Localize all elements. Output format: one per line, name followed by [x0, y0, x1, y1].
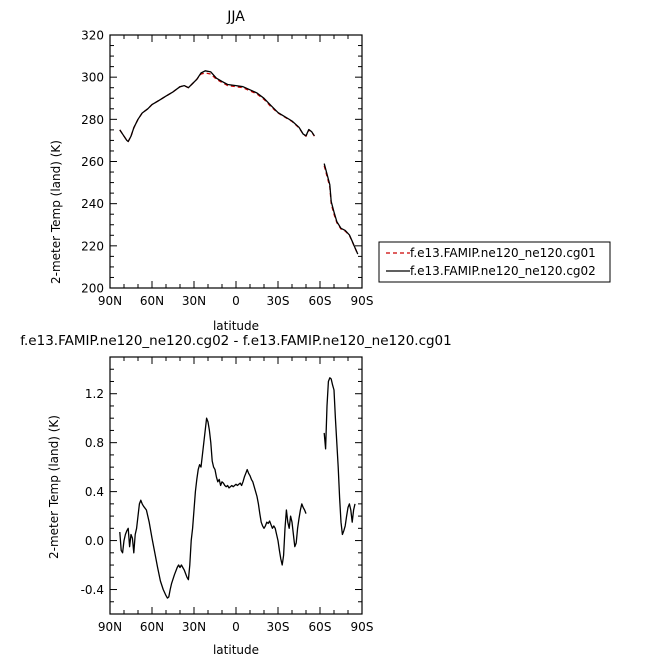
top-y-axis-label: 2-meter Temp (land) (K) — [49, 140, 63, 284]
top-axis-ticks: 90N 60N 30N 0 30S 60S 90S 200 220 240 260 280 300 320 — [81, 29, 373, 309]
top-x-tick-label: 30S — [267, 294, 290, 308]
top-x-tick-label: 0 — [232, 294, 240, 308]
bottom-x-tick-label: 90S — [351, 620, 374, 634]
bottom-x-tick-label: 30S — [267, 620, 290, 634]
top-y-tick-label: 260 — [81, 155, 104, 169]
bottom-y-axis-label: 2-meter Temp (land) (K) — [47, 415, 61, 559]
top-series-layer — [119, 70, 359, 255]
legend-label-cg01: f.e13.FAMIP.ne120_ne120.cg01 — [410, 246, 596, 260]
bottom-series-line-0-segment-1 — [323, 377, 356, 536]
top-x-axis-label: latitude — [213, 319, 259, 333]
top-y-tick-label: 200 — [81, 282, 104, 296]
bottom-panel: f.e13.FAMIP.ne120_ne120.cg02 - f.e13.FAM… — [20, 333, 452, 657]
top-y-tick-label: 220 — [81, 239, 104, 253]
top-x-tick-label: 90N — [98, 294, 122, 308]
bottom-y-tick-label: 0.0 — [85, 534, 104, 548]
bottom-x-tick-label: 60S — [309, 620, 332, 634]
bottom-x-tick-label: 30N — [182, 620, 206, 634]
bottom-y-tick-label: 1.2 — [85, 387, 104, 401]
bottom-axis-ticks: 90N 60N 30N 0 30S 60S 90S -0.4 0.0 0.4 0.8 1.2 — [81, 356, 374, 634]
top-chart-title: JJA — [226, 9, 245, 25]
bottom-y-tick-label: 0.4 — [85, 485, 104, 499]
top-y-tick-label: 280 — [81, 113, 104, 127]
bottom-plot-frame — [109, 356, 363, 615]
top-x-tick-label: 60N — [140, 294, 164, 308]
legend: f.e13.FAMIP.ne120_ne120.cg01 f.e13.FAMIP… — [378, 241, 611, 283]
bottom-series-layer — [119, 377, 356, 599]
bottom-x-axis-label: latitude — [213, 643, 259, 657]
top-panel: JJA 90N 60N 30N 0 30S 60S 90S 200 220 240 260 280 30… — [49, 9, 373, 333]
top-series-line-1-segment-0 — [119, 70, 315, 143]
top-y-tick-label: 240 — [81, 197, 104, 211]
top-series-line-1-segment-1 — [323, 163, 359, 255]
top-x-tick-label: 90S — [351, 294, 374, 308]
legend-label-cg02: f.e13.FAMIP.ne120_ne120.cg02 — [410, 264, 596, 278]
top-plot-frame — [109, 34, 363, 289]
bottom-x-tick-label: 0 — [232, 620, 240, 634]
bottom-y-tick-label: -0.4 — [81, 583, 104, 597]
top-x-tick-label: 60S — [309, 294, 332, 308]
top-x-tick-label: 30N — [182, 294, 206, 308]
bottom-series-line-0-segment-0 — [119, 417, 307, 599]
bottom-chart-title: f.e13.FAMIP.ne120_ne120.cg02 - f.e13.FAM… — [20, 333, 452, 349]
top-y-tick-label: 320 — [81, 29, 104, 43]
bottom-y-tick-label: 0.8 — [85, 436, 104, 450]
top-y-tick-label: 300 — [81, 71, 104, 85]
bottom-x-tick-label: 90N — [98, 620, 122, 634]
legend-box — [378, 241, 611, 283]
bottom-x-tick-label: 60N — [140, 620, 164, 634]
